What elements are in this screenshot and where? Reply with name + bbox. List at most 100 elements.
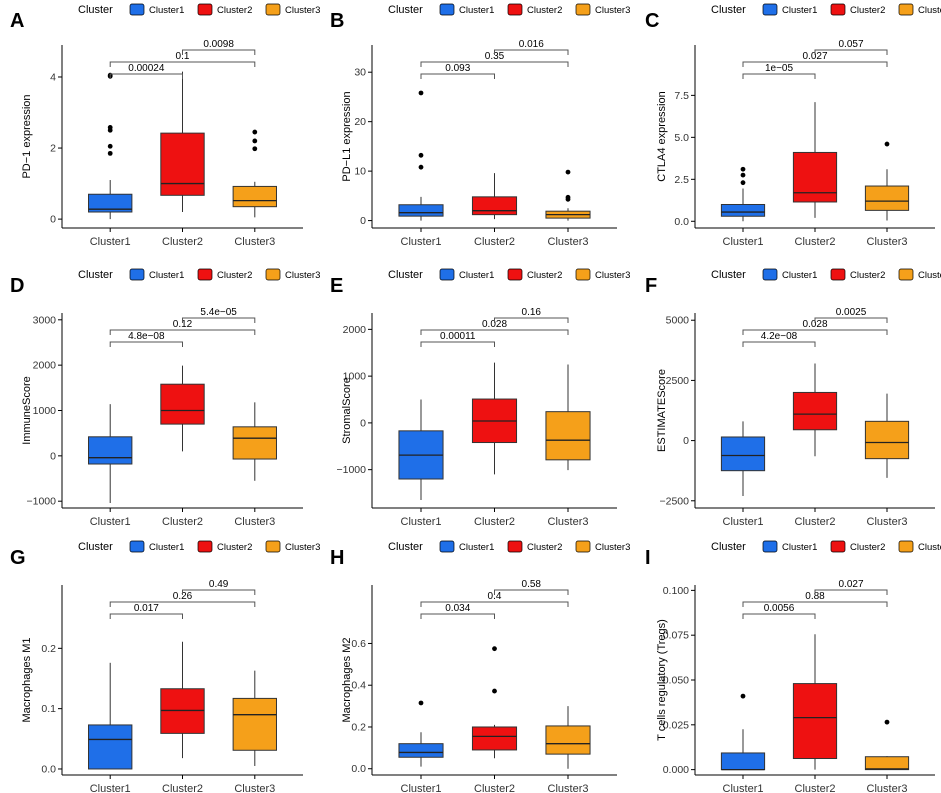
x-tick-label: Cluster3 <box>867 236 908 248</box>
p-value-label: 0.35 <box>485 51 505 62</box>
legend-swatch-cluster2 <box>197 540 213 553</box>
legend-title: Cluster <box>711 269 746 281</box>
box-cluster3 <box>545 364 591 471</box>
legend-label-cluster1: Cluster1 <box>459 5 494 16</box>
significance-bracket: 0.034 <box>420 603 495 619</box>
bracket-line <box>420 61 569 67</box>
p-value-label: 0.028 <box>802 319 827 330</box>
significance-bracket: 0.16 <box>494 307 569 323</box>
box-iqr <box>471 726 518 751</box>
bracket-line <box>494 589 569 595</box>
legend-label-cluster2: Cluster2 <box>850 270 885 281</box>
box-iqr <box>398 204 444 217</box>
legend-swatch-cluster2 <box>197 268 213 281</box>
box-cluster1 <box>88 404 133 504</box>
x-tick-label: Cluster2 <box>162 783 203 793</box>
legend-swatch-cluster2 <box>830 268 846 281</box>
legend-swatch-cluster1 <box>439 540 455 553</box>
p-value-label: 0.16 <box>522 307 542 318</box>
bracket-line <box>109 73 183 79</box>
legend-label-cluster2: Cluster2 <box>527 270 562 281</box>
legend-label-cluster2: Cluster2 <box>850 542 885 553</box>
bracket-line <box>109 341 183 347</box>
outlier-point <box>740 693 746 699</box>
y-tick-label: 20 <box>354 116 366 128</box>
legend-title: Cluster <box>78 269 113 281</box>
y-tick-label: 2000 <box>343 324 367 336</box>
bracket-line <box>109 613 183 619</box>
panel-h: H Cluster Cluster1 Cluster2 Cluster3 0.0 0.2 0.… <box>330 540 630 793</box>
box-iqr <box>88 724 133 770</box>
box-cluster2 <box>160 365 205 452</box>
outlier-point <box>884 141 890 147</box>
x-tick-label: Cluster1 <box>723 236 764 248</box>
legend-title: Cluster <box>78 4 113 16</box>
y-tick-label: 1000 <box>343 371 367 383</box>
legend-title: Cluster <box>388 269 423 281</box>
legend-swatch-cluster1 <box>439 3 455 16</box>
panel-label: F <box>645 275 657 297</box>
bracket-line <box>742 601 888 607</box>
y-tick-label: 7.5 <box>674 90 689 102</box>
panel-d: D Cluster Cluster1 Cluster2 Cluster3 −1000 0 10… <box>10 268 320 528</box>
y-tick-label: 1000 <box>33 405 57 417</box>
legend-swatch-cluster3 <box>898 3 914 16</box>
y-axis-label: PD−1 expression <box>21 94 33 178</box>
significance-bracket: 0.88 <box>742 591 888 607</box>
p-value-label: 5.4e−05 <box>200 307 237 318</box>
significance-bracket: 4.8e−08 <box>109 331 183 347</box>
y-axis-label: PD−L1 expression <box>341 91 353 181</box>
bracket-line <box>814 49 888 55</box>
x-tick-label: Cluster3 <box>548 516 589 528</box>
legend-swatch-cluster2 <box>507 540 523 553</box>
box-iqr <box>864 756 910 771</box>
legend-label-cluster2: Cluster2 <box>850 5 885 16</box>
x-tick-label: Cluster3 <box>867 516 908 528</box>
box-iqr <box>398 743 444 758</box>
bracket-line <box>182 317 256 323</box>
box-cluster2 <box>471 646 518 759</box>
legend-swatch-cluster2 <box>507 3 523 16</box>
x-tick-label: Cluster1 <box>90 516 131 528</box>
bracket-line <box>420 341 495 347</box>
legend-title: Cluster <box>388 4 423 16</box>
box-cluster2 <box>792 102 838 218</box>
p-value-label: 0.027 <box>838 579 863 590</box>
significance-bracket: 0.028 <box>742 319 888 335</box>
x-tick-label: Cluster3 <box>548 236 589 248</box>
p-value-label: 0.58 <box>522 579 542 590</box>
legend-label-cluster3: Cluster3 <box>285 270 320 281</box>
bracket-line <box>742 73 816 79</box>
x-tick-label: Cluster3 <box>234 516 275 528</box>
outlier-point <box>252 138 258 144</box>
y-tick-label: 10 <box>354 166 366 178</box>
bracket-line <box>814 317 888 323</box>
x-tick-label: Cluster3 <box>234 783 275 793</box>
x-tick-label: Cluster2 <box>162 236 203 248</box>
legend-swatch-cluster2 <box>830 3 846 16</box>
significance-bracket: 0.00011 <box>420 331 495 347</box>
outlier-point <box>418 152 424 158</box>
y-tick-label: 0.6 <box>351 638 366 650</box>
outlier-point <box>252 146 258 152</box>
significance-bracket: 0.028 <box>420 319 569 335</box>
legend-title: Cluster <box>711 541 746 553</box>
bracket-line <box>742 613 816 619</box>
bracket-line <box>420 601 569 607</box>
significance-bracket: 0.58 <box>494 579 569 595</box>
legend-label-cluster3: Cluster3 <box>918 5 941 16</box>
x-tick-label: Cluster2 <box>795 236 836 248</box>
box-iqr <box>720 752 766 771</box>
legend-label-cluster3: Cluster3 <box>285 5 320 16</box>
y-tick-label: 0.000 <box>663 764 689 776</box>
p-value-label: 0.88 <box>805 591 825 602</box>
box-iqr <box>88 436 133 465</box>
y-tick-label: 4 <box>50 71 56 83</box>
legend-label-cluster2: Cluster2 <box>527 542 562 553</box>
y-tick-label: 3000 <box>33 314 57 326</box>
legend-label-cluster1: Cluster1 <box>149 5 184 16</box>
y-tick-label: 0.100 <box>663 585 689 597</box>
x-tick-label: Cluster1 <box>90 236 131 248</box>
x-tick-label: Cluster1 <box>723 783 764 793</box>
y-tick-label: 5000 <box>666 315 690 327</box>
